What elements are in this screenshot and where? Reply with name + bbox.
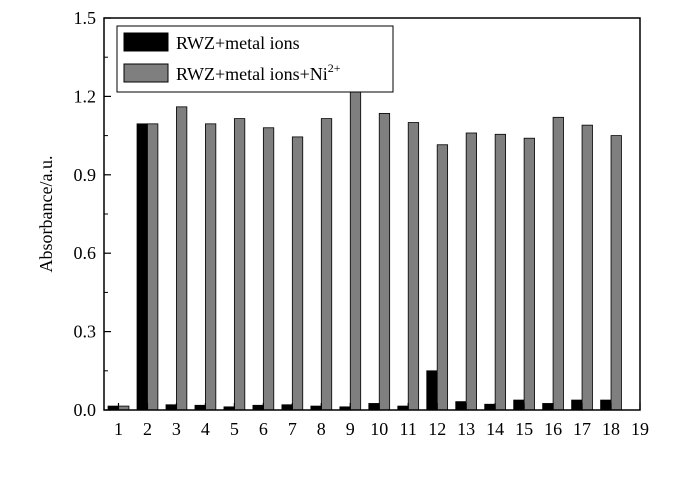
x-tick-label: 3: [172, 419, 181, 439]
y-tick-label: 1.2: [74, 86, 97, 106]
legend-label-rwz-metal-ions: RWZ+metal ions: [176, 33, 300, 53]
bars-group: [107, 89, 622, 411]
bar-s1-cat-15: [513, 399, 525, 411]
legend-label-main: RWZ+metal ions+Ni: [176, 64, 328, 84]
y-tick-label: 0.0: [74, 400, 97, 420]
bar-s2-cat-3: [176, 106, 188, 411]
bar-s2-cat-16: [552, 116, 564, 411]
bar-s2-cat-9: [349, 89, 362, 411]
bar-s1-cat-7: [281, 404, 293, 411]
bar-s2-cat-7: [291, 136, 304, 411]
bar-s2-cat-17: [581, 124, 593, 411]
y-tick-label: 1.5: [74, 8, 97, 28]
legend-label-rwz-metal-ions-ni: RWZ+metal ions+Ni2+: [176, 61, 341, 84]
x-tick-label: 8: [317, 419, 326, 439]
legend: RWZ+metal ions RWZ+metal ions+Ni2+: [116, 25, 394, 93]
bar-s1-cat-17: [571, 399, 583, 411]
bar-s1-cat-14: [484, 403, 496, 411]
x-tick-label: 16: [544, 419, 562, 439]
x-tick-label: 2: [143, 419, 152, 439]
x-tick-label: 12: [428, 419, 446, 439]
bar-s1-cat-2: [136, 123, 148, 411]
bar-s1-cat-18: [600, 399, 612, 411]
x-tick-label: 19: [631, 419, 649, 439]
y-tick-label: 0.6: [74, 243, 97, 263]
x-tick-label: 11: [400, 419, 417, 439]
x-axis: 1 2 3 4 5 6 7 8 9 10 11 12 13 14 15 16 17 18 19: [114, 403, 649, 439]
bar-s2-cat-6: [262, 127, 275, 411]
bar-s2-cat-8: [320, 118, 333, 411]
bar-s1-cat-16: [542, 403, 554, 411]
x-tick-label: 13: [457, 419, 475, 439]
x-tick-label: 17: [573, 419, 591, 439]
bar-s2-cat-5: [233, 118, 246, 411]
bar-s1-cat-12: [426, 370, 438, 411]
x-tick-label: 1: [114, 419, 123, 439]
bar-s2-cat-2: [147, 123, 159, 411]
y-axis: 0.0 0.3 0.6 0.9 1.2 1.5: [74, 8, 111, 420]
x-tick-label: 7: [288, 419, 297, 439]
x-tick-label: 14: [486, 419, 504, 439]
bar-s1-cat-3: [165, 404, 177, 411]
bar-s2-cat-14: [494, 133, 506, 411]
bar-s2-cat-15: [523, 137, 535, 411]
x-tick-label: 5: [230, 419, 239, 439]
bar-s2-cat-10: [378, 112, 391, 411]
y-axis-title: Absorbance/a.u.: [36, 156, 56, 273]
legend-swatch-rwz-metal-ions: [123, 32, 169, 52]
y-tick-label: 0.3: [74, 322, 97, 342]
bar-s1-cat-10: [368, 403, 380, 411]
bar-s2-cat-4: [205, 123, 217, 411]
x-tick-label: 18: [602, 419, 620, 439]
x-tick-label: 4: [201, 419, 210, 439]
legend-label-superscript: 2+: [328, 61, 341, 75]
bar-s2-cat-11: [407, 122, 420, 411]
x-tick-label: 10: [370, 419, 388, 439]
x-tick-label: 15: [515, 419, 533, 439]
bar-s2-cat-13: [465, 132, 477, 411]
bar-s2-cat-12: [436, 144, 449, 411]
legend-swatch-rwz-metal-ions-ni: [123, 63, 169, 83]
bar-s1-cat-13: [455, 401, 467, 411]
x-tick-label: 6: [259, 419, 268, 439]
x-tick-label: 9: [346, 419, 355, 439]
y-tick-label: 0.9: [74, 165, 97, 185]
bar-s2-cat-18: [610, 135, 622, 411]
